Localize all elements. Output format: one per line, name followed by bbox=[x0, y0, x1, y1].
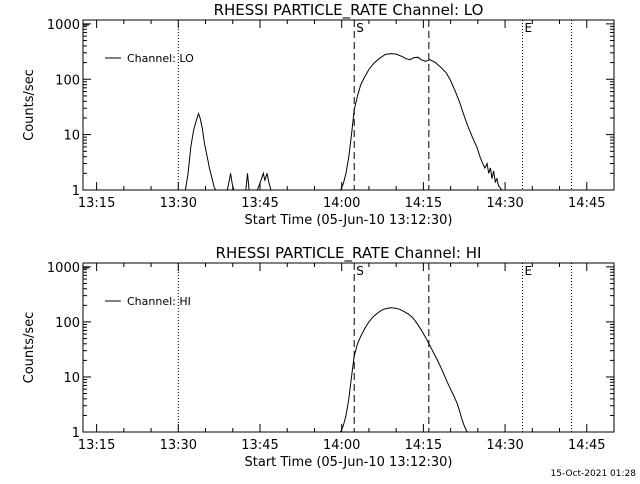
chart1-ytick-label: 10 bbox=[63, 129, 80, 144]
chart1-ytick-label: 1000 bbox=[47, 18, 80, 33]
chart1-marker-e-label: E bbox=[525, 21, 533, 35]
chart2-legend-label: Channel: HI bbox=[127, 295, 191, 308]
chart2-marker-e-label: E bbox=[525, 264, 533, 278]
chart1-xlabel: Start Time (05-Jun-10 13:12:30) bbox=[245, 213, 453, 228]
timestamp-label: 15-Oct-2021 01:28 bbox=[551, 469, 637, 479]
chart2-ytick-label: 1 bbox=[72, 426, 80, 441]
chart1-xtick-label: 13:15 bbox=[78, 196, 115, 211]
chart2-xtick-label: 14:00 bbox=[323, 438, 360, 453]
chart2-ytick-label: 100 bbox=[55, 316, 80, 331]
chart2-xtick-label: 13:45 bbox=[241, 438, 278, 453]
chart2-xtick-label: 14:15 bbox=[405, 438, 442, 453]
chart1-ytick-label: 100 bbox=[55, 73, 80, 88]
chart1-xtick-label: 13:30 bbox=[160, 196, 197, 211]
chart1-xtick-label: 14:00 bbox=[323, 196, 360, 211]
chart1-title: RHESSI PARTICLE_RATE Channel: LO bbox=[214, 1, 484, 20]
chart1-xtick-label: 14:15 bbox=[405, 196, 442, 211]
chart2-marker-s-label: S bbox=[356, 264, 364, 278]
chart2-xtick-label: 14:30 bbox=[486, 438, 523, 453]
chart2-ytick-label: 1000 bbox=[47, 261, 80, 276]
chart1-xtick-label: 14:45 bbox=[568, 196, 605, 211]
chart-panel-2: RHESSI PARTICLE_RATE Channel: HI 1 10 100 10… bbox=[22, 244, 615, 470]
chart2-title: RHESSI PARTICLE_RATE Channel: HI bbox=[216, 244, 482, 263]
chart1-xtick-label: 13:45 bbox=[241, 196, 278, 211]
chart1-ylabel: Counts/sec bbox=[22, 69, 37, 141]
chart1-frame bbox=[82, 19, 615, 191]
chart2-xlabel: Start Time (05-Jun-10 13:12:30) bbox=[245, 455, 453, 470]
chart1-marker-s-label: S bbox=[356, 21, 364, 35]
chart1-ytick-label: 1 bbox=[72, 184, 80, 199]
chart2-frame bbox=[82, 262, 615, 433]
chart1-xtick-label: 14:30 bbox=[486, 196, 523, 211]
chart2-ylabel: Counts/sec bbox=[22, 312, 37, 384]
chart2-ytick-label: 10 bbox=[63, 371, 80, 386]
chart2-xtick-label: 13:15 bbox=[78, 438, 115, 453]
chart1-series-1-line bbox=[184, 53, 503, 191]
chart1-legend-label: Channel: LO bbox=[127, 52, 194, 65]
chart2-xtick-label: 14:45 bbox=[568, 438, 605, 453]
chart2-xtick-label: 13:30 bbox=[160, 438, 197, 453]
chart2-series-1-line bbox=[340, 307, 468, 433]
chart-panel-1: RHESSI PARTICLE_RATE Channel: LO 1 10 100 10… bbox=[22, 1, 615, 228]
